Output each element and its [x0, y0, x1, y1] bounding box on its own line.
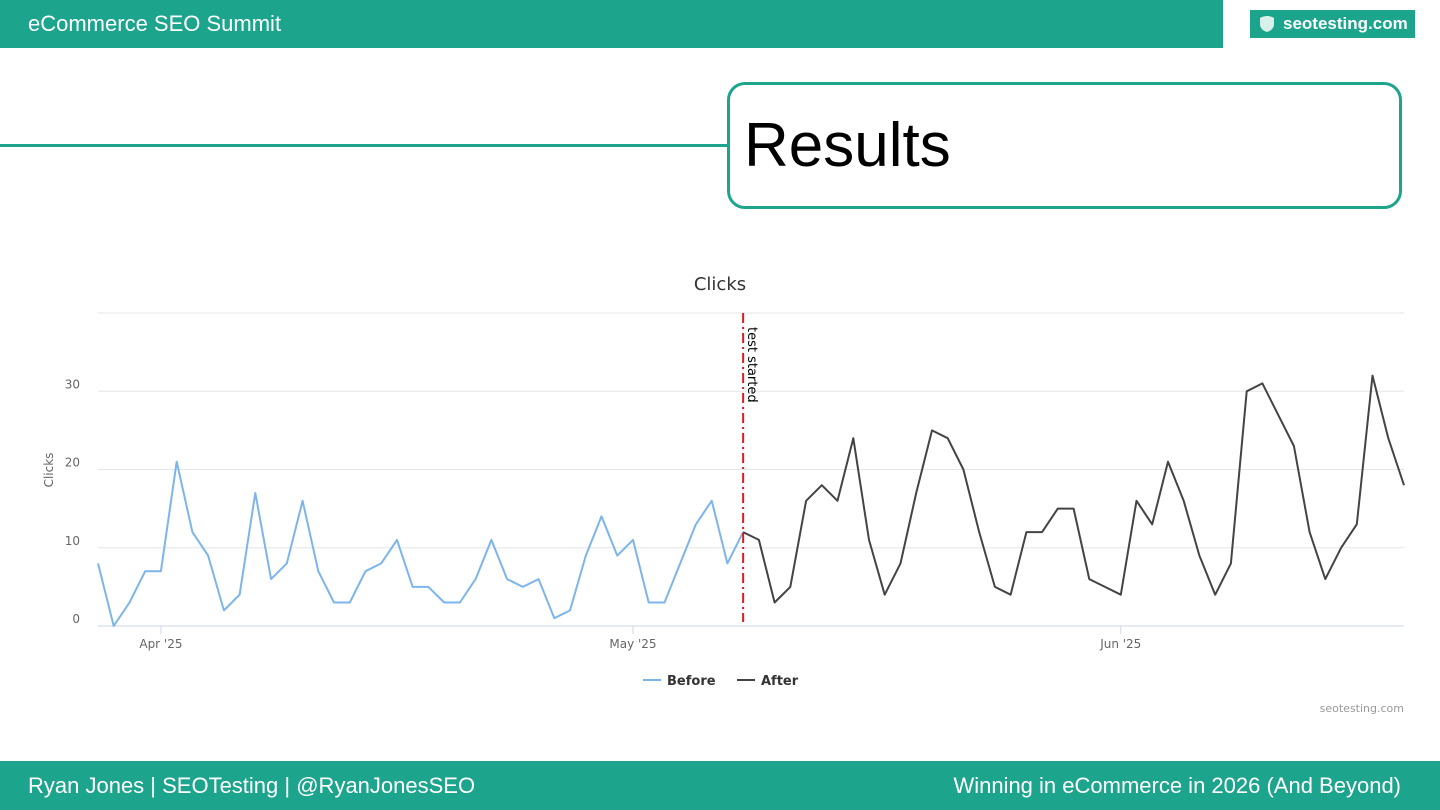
seotesting-logo: seotesting.com	[1250, 10, 1415, 38]
y-tick-label: 20	[65, 456, 80, 470]
title-rule	[0, 144, 730, 147]
top-banner: eCommerce SEO Summit	[0, 0, 1223, 48]
shield-icon	[1260, 16, 1274, 32]
slide-title-box: Results	[727, 82, 1402, 209]
event-title: eCommerce SEO Summit	[28, 11, 282, 36]
y-axis-label: Clicks	[42, 453, 56, 488]
chart-credit: seotesting.com	[1320, 702, 1404, 715]
x-tick-label: May '25	[609, 637, 656, 651]
chart-title: Clicks	[694, 274, 746, 295]
series-line-after	[742, 374, 1405, 604]
bottom-banner: Ryan Jones | SEOTesting | @RyanJonesSEO …	[0, 761, 1440, 810]
x-tick-label: Apr '25	[139, 637, 182, 651]
y-tick-label: 10	[65, 534, 80, 548]
logo-text: seotesting.com	[1283, 14, 1408, 33]
x-tick-label: Jun '25	[1099, 637, 1141, 651]
footer-left: Ryan Jones | SEOTesting | @RyanJonesSEO	[28, 772, 476, 798]
test-started-label: test started	[744, 327, 759, 403]
footer-right: Winning in eCommerce in 2026 (And Beyond…	[953, 772, 1401, 798]
series-line-before	[97, 460, 744, 627]
y-tick-label: 30	[65, 377, 80, 391]
y-tick-label: 0	[72, 612, 80, 626]
clicks-chart: Clicks Clicks 0 10 20 30 Apr '25 May '25 Jun …	[42, 274, 1405, 715]
legend-item-after[interactable]: After	[761, 674, 799, 689]
slide-title: Results	[744, 111, 951, 180]
legend-item-before[interactable]: Before	[667, 674, 716, 689]
